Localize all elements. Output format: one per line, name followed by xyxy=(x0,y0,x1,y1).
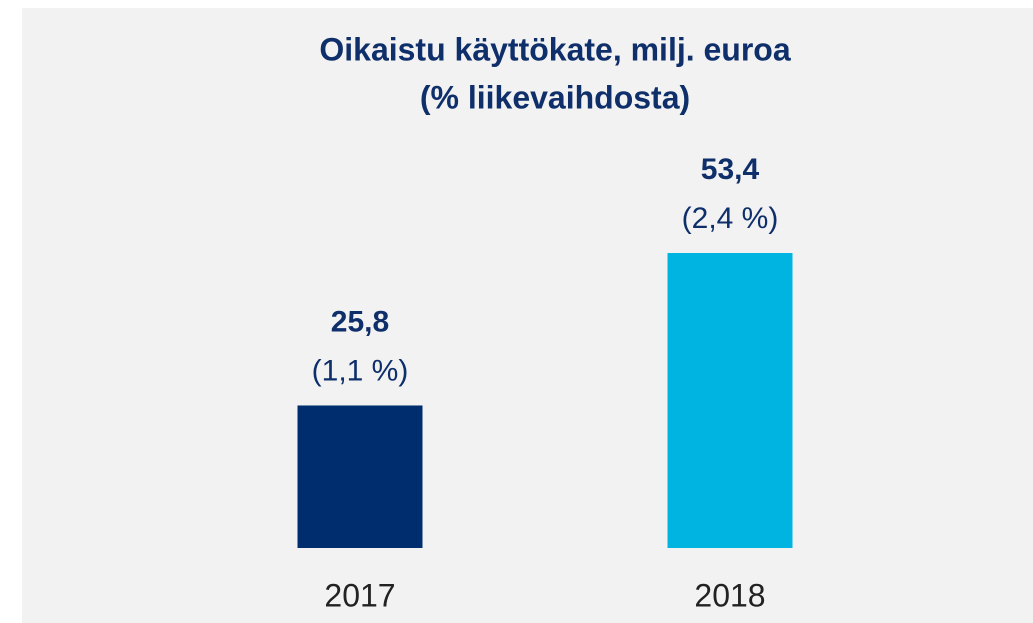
bar xyxy=(667,253,793,548)
chart-title: Oikaistu käyttökate, milj. euroa xyxy=(319,31,790,67)
value-label: 53,4 xyxy=(701,153,760,186)
bar xyxy=(297,405,423,548)
x-tick-label: 2017 xyxy=(324,577,395,613)
x-tick-label: 2018 xyxy=(694,577,765,613)
background xyxy=(22,8,1033,623)
value-note: (1,1 %) xyxy=(312,354,409,387)
chart-subtitle: (% liikevaihdosta) xyxy=(420,79,690,115)
value-note: (2,4 %) xyxy=(682,202,779,235)
value-label: 25,8 xyxy=(331,305,389,338)
